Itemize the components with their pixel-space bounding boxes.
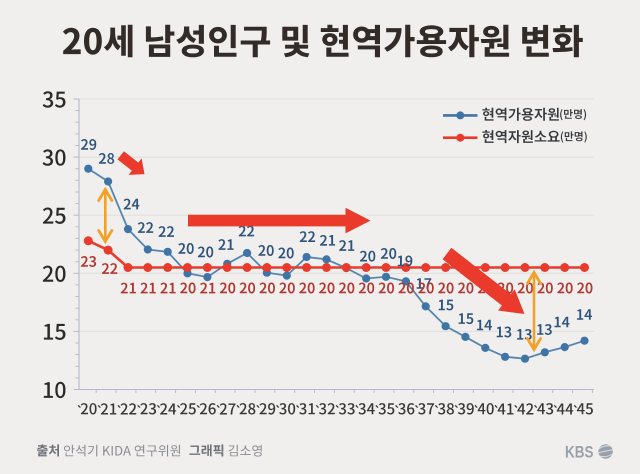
svg-text:KBS: KBS bbox=[565, 443, 594, 462]
